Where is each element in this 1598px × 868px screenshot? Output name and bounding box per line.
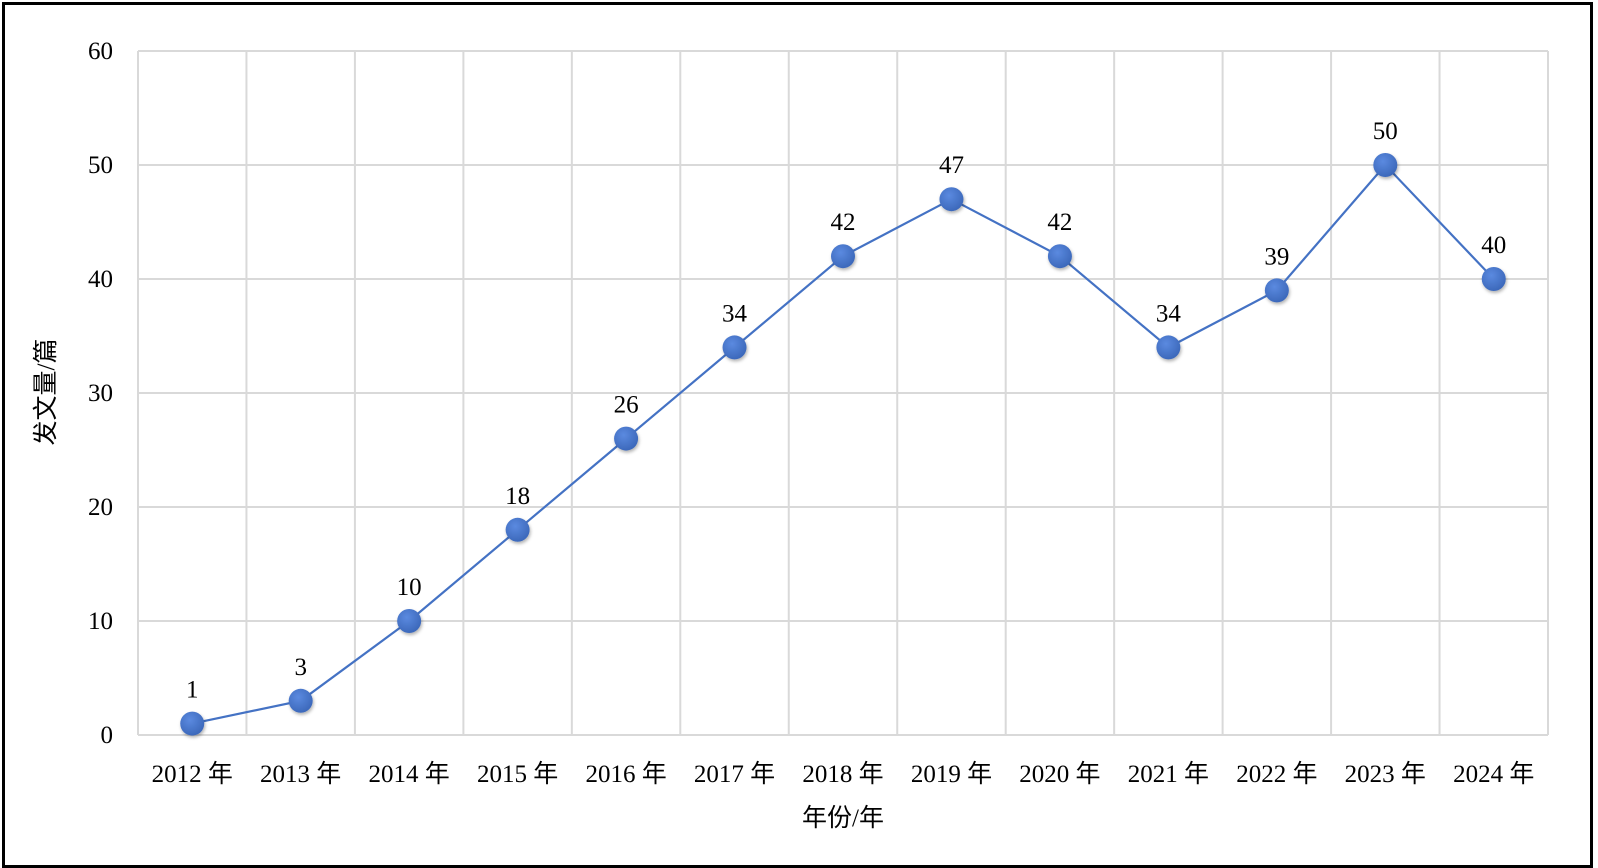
data-point — [1047, 244, 1072, 269]
data-label: 42 — [831, 209, 856, 236]
y-axis-title: 发文量/篇 — [32, 339, 60, 446]
data-label: 42 — [1047, 209, 1072, 236]
y-tick-label: 40 — [88, 266, 113, 293]
data-label: 18 — [505, 483, 530, 510]
data-label: 26 — [614, 392, 639, 419]
data-label: 34 — [722, 300, 748, 327]
y-tick-label: 50 — [88, 152, 113, 179]
data-point — [1264, 278, 1289, 303]
data-point — [288, 688, 313, 713]
data-label: 10 — [397, 574, 422, 601]
y-tick-label: 20 — [88, 494, 113, 521]
data-label: 3 — [294, 654, 307, 681]
x-tick-label: 2018 年 — [802, 760, 883, 788]
x-tick-label: 2013 年 — [260, 760, 341, 788]
x-tick-label: 2012 年 — [152, 760, 233, 788]
x-tick-label: 2020 年 — [1019, 760, 1100, 788]
data-point — [1481, 267, 1506, 291]
data-label: 39 — [1264, 243, 1289, 270]
y-tick-label: 30 — [88, 380, 113, 407]
x-tick-label: 2015 年 — [477, 760, 558, 788]
data-label: 50 — [1373, 118, 1398, 145]
x-tick-label: 2017 年 — [694, 760, 775, 788]
data-point — [614, 426, 639, 451]
y-tick-label: 0 — [101, 722, 114, 749]
data-point — [1373, 153, 1398, 177]
data-label: 1 — [186, 677, 199, 704]
x-tick-label: 2019 年 — [911, 760, 992, 788]
x-tick-label: 2023 年 — [1345, 760, 1426, 788]
data-point — [831, 244, 855, 269]
x-tick-label: 2022 年 — [1236, 760, 1317, 788]
x-tick-label: 2016 年 — [585, 760, 666, 788]
data-point — [1156, 335, 1181, 360]
data-point — [397, 609, 422, 633]
data-point — [722, 335, 747, 360]
data-label: 47 — [939, 152, 964, 179]
data-point — [505, 517, 530, 542]
x-tick-label: 2014 年 — [369, 760, 450, 788]
y-tick-label: 60 — [88, 38, 113, 65]
y-tick-label: 10 — [88, 608, 113, 635]
x-tick-label: 2021 年 — [1128, 760, 1209, 788]
data-point — [180, 711, 205, 736]
x-tick-label: 2024 年 — [1453, 760, 1534, 788]
data-point — [939, 187, 964, 212]
data-label: 34 — [1156, 300, 1182, 327]
data-label: 40 — [1481, 232, 1506, 259]
x-axis-title: 年份/年 — [802, 804, 884, 832]
